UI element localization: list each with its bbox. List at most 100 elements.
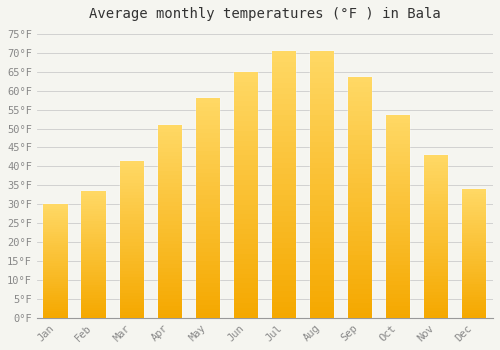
Bar <box>348 164 372 169</box>
Bar <box>348 130 372 135</box>
Bar <box>424 237 448 240</box>
Bar <box>272 206 296 211</box>
Bar <box>348 246 372 251</box>
Bar <box>82 293 106 295</box>
Bar <box>272 232 296 238</box>
Bar <box>272 216 296 222</box>
Bar <box>310 51 334 318</box>
Bar <box>82 285 106 287</box>
Bar <box>424 194 448 197</box>
Bar <box>462 238 486 240</box>
Bar <box>386 281 410 286</box>
Bar <box>120 189 144 192</box>
Bar <box>196 256 220 261</box>
Bar <box>272 280 296 286</box>
Bar <box>386 152 410 156</box>
Bar <box>82 196 106 198</box>
Bar <box>462 264 486 266</box>
Bar <box>424 165 448 168</box>
Bar <box>386 302 410 306</box>
Bar <box>120 261 144 265</box>
Bar <box>272 131 296 136</box>
Bar <box>44 225 68 227</box>
Bar <box>310 115 334 120</box>
Bar <box>386 144 410 148</box>
Bar <box>424 184 448 188</box>
Bar <box>158 125 182 318</box>
Bar <box>234 82 258 86</box>
Bar <box>196 147 220 151</box>
Bar <box>272 243 296 248</box>
Bar <box>424 158 448 162</box>
Bar <box>82 194 106 196</box>
Bar <box>120 180 144 183</box>
Bar <box>386 310 410 314</box>
Bar <box>158 163 182 167</box>
Bar <box>272 168 296 174</box>
Bar <box>386 265 410 269</box>
Bar <box>158 125 182 128</box>
Bar <box>158 225 182 229</box>
Bar <box>272 72 296 78</box>
Bar <box>158 287 182 291</box>
Bar <box>82 277 106 280</box>
Bar <box>386 220 410 225</box>
Bar <box>310 142 334 147</box>
Bar <box>158 306 182 310</box>
Bar <box>82 259 106 262</box>
Bar <box>424 282 448 285</box>
Bar <box>462 308 486 310</box>
Bar <box>310 286 334 291</box>
Bar <box>424 155 448 318</box>
Bar <box>234 293 258 298</box>
Bar <box>424 220 448 223</box>
Bar <box>44 304 68 307</box>
Bar <box>272 270 296 275</box>
Bar <box>424 155 448 158</box>
Bar <box>462 272 486 274</box>
Bar <box>424 207 448 210</box>
Bar <box>82 257 106 259</box>
Bar <box>424 266 448 269</box>
Bar <box>196 208 220 212</box>
Bar <box>82 209 106 211</box>
Bar <box>310 296 334 302</box>
Bar <box>386 217 410 220</box>
Bar <box>310 93 334 99</box>
Bar <box>386 257 410 261</box>
Bar <box>120 315 144 318</box>
Bar <box>310 211 334 216</box>
Bar <box>310 120 334 126</box>
Bar <box>462 204 486 207</box>
Bar <box>82 300 106 303</box>
Bar <box>196 296 220 300</box>
Bar <box>386 135 410 140</box>
Bar <box>234 205 258 210</box>
Bar <box>348 313 372 318</box>
Bar <box>272 227 296 232</box>
Bar <box>462 315 486 318</box>
Bar <box>120 277 144 280</box>
Bar <box>44 277 68 279</box>
Bar <box>462 230 486 233</box>
Bar <box>44 316 68 318</box>
Bar <box>196 142 220 147</box>
Bar <box>348 87 372 92</box>
Bar <box>196 120 220 125</box>
Bar <box>424 256 448 259</box>
Bar <box>462 233 486 236</box>
Bar <box>348 92 372 97</box>
Bar <box>196 199 220 204</box>
Bar <box>196 103 220 107</box>
Bar <box>424 227 448 230</box>
Bar <box>120 246 144 249</box>
Bar <box>44 231 68 234</box>
Bar <box>120 239 144 243</box>
Bar <box>234 170 258 175</box>
Bar <box>272 201 296 206</box>
Bar <box>462 189 486 192</box>
Bar <box>424 230 448 233</box>
Bar <box>196 129 220 133</box>
Bar <box>272 307 296 313</box>
Bar <box>82 267 106 270</box>
